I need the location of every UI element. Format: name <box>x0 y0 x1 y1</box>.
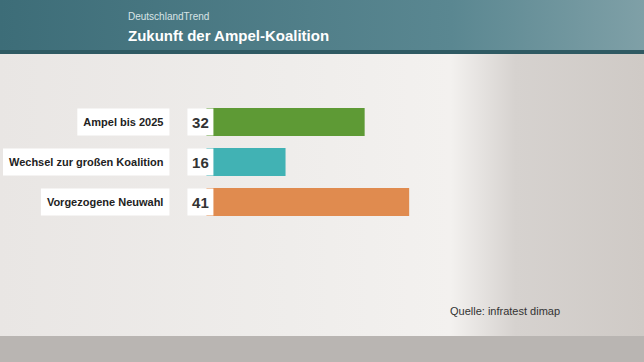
svg-text:41: 41 <box>192 194 209 211</box>
svg-text:Wechsel zur großen Koalition: Wechsel zur großen Koalition <box>9 156 164 168</box>
svg-text:Quelle: infratest dimap: Quelle: infratest dimap <box>450 305 560 317</box>
svg-text:Vorgezogene Neuwahl: Vorgezogene Neuwahl <box>47 196 164 208</box>
svg-text:DeutschlandTrend: DeutschlandTrend <box>128 11 209 22</box>
svg-text:Ampel bis 2025: Ampel bis 2025 <box>83 116 163 128</box>
svg-text:32: 32 <box>192 114 209 131</box>
svg-text:16: 16 <box>192 154 209 171</box>
svg-text:Zukunft der Ampel-Koalition: Zukunft der Ampel-Koalition <box>128 27 329 44</box>
